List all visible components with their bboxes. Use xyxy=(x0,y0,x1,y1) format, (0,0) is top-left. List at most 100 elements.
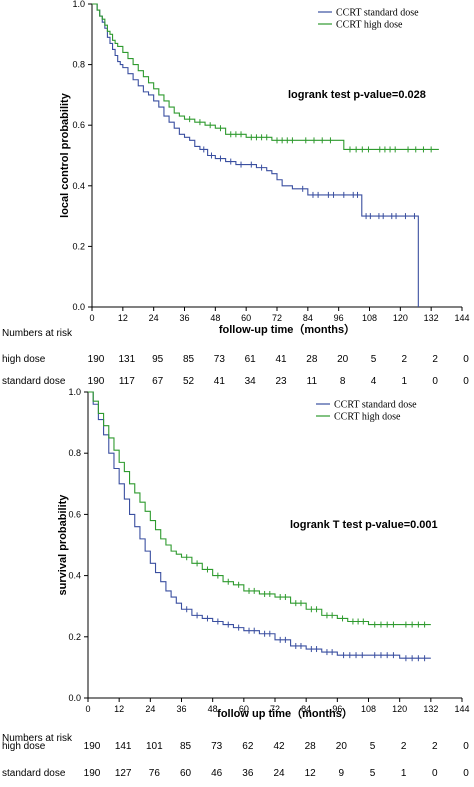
risk-value: 34 xyxy=(245,376,257,387)
x-tick-label: 96 xyxy=(332,704,342,714)
x-tick-label: 120 xyxy=(392,704,407,714)
km-chart-1: 0.00.20.40.60.81.00 12 24 36 48 60 72 84 96 108 12… xyxy=(2,0,470,387)
risk-value: 20 xyxy=(336,741,348,752)
risk-value: 8 xyxy=(340,376,346,387)
risk-value: 28 xyxy=(305,741,317,752)
x-tick-label: 48 xyxy=(208,704,218,714)
x-tick-label: 96 xyxy=(334,313,344,323)
risk-value: 2 xyxy=(432,741,438,752)
y-tick-label: 0.2 xyxy=(68,632,81,642)
x-tick-label: 0 xyxy=(85,704,90,714)
x-tick-label: 60 xyxy=(241,313,251,323)
pvalue-annotation: logrank T test p-value=0.001 xyxy=(290,519,438,531)
x-axis-label: follow up time（months） xyxy=(217,707,353,720)
risk-value: 41 xyxy=(214,376,226,387)
y-tick-label: 0.8 xyxy=(72,60,85,70)
risk-value: 12 xyxy=(305,768,317,779)
risk-value: 1 xyxy=(401,768,407,779)
risk-value: 5 xyxy=(370,741,376,752)
numbers-at-risk-title: Numbers at risk xyxy=(2,328,73,339)
numbers-at-risk-title: Numbers at risk xyxy=(2,733,73,744)
risk-value: 141 xyxy=(115,741,132,752)
y-tick-label: 0.0 xyxy=(68,693,81,703)
risk-value: 76 xyxy=(149,768,161,779)
y-tick-label: 0.6 xyxy=(68,509,81,519)
risk-value: 2 xyxy=(432,354,438,365)
risk-value: 41 xyxy=(275,354,287,365)
risk-value: 131 xyxy=(118,354,135,365)
risk-value: 190 xyxy=(84,741,101,752)
risk-value: 2 xyxy=(402,354,408,365)
risk-row-label: standard dose xyxy=(2,768,66,779)
y-tick-label: 0.8 xyxy=(68,448,81,458)
x-tick-label: 108 xyxy=(361,704,376,714)
risk-value: 0 xyxy=(463,768,469,779)
risk-value: 60 xyxy=(180,768,192,779)
risk-value: 0 xyxy=(463,354,469,365)
risk-row-label: high dose xyxy=(2,741,46,752)
risk-value: 5 xyxy=(371,354,377,365)
x-tick-label: 0 xyxy=(89,313,94,323)
y-tick-label: 0.4 xyxy=(72,181,85,191)
y-tick-label: 0.6 xyxy=(72,120,85,130)
x-tick-label: 36 xyxy=(176,704,186,714)
risk-value: 0 xyxy=(432,768,438,779)
x-tick-label: 132 xyxy=(424,313,439,323)
risk-value: 127 xyxy=(115,768,132,779)
y-tick-label: 1.0 xyxy=(72,0,85,9)
risk-value: 11 xyxy=(307,376,318,387)
risk-value: 0 xyxy=(463,741,469,752)
risk-value: 20 xyxy=(337,354,349,365)
risk-value: 42 xyxy=(273,741,285,752)
legend-label: CCRT standard dose xyxy=(336,8,419,19)
x-axis-label: follow-up time（months） xyxy=(219,323,355,336)
x-tick-label: 120 xyxy=(393,313,408,323)
y-tick-label: 0.2 xyxy=(72,241,85,251)
x-tick-label: 12 xyxy=(118,313,128,323)
risk-value: 73 xyxy=(214,354,226,365)
y-axis-label: survival probability xyxy=(57,494,69,596)
risk-value: 36 xyxy=(242,768,254,779)
risk-value: 2 xyxy=(401,741,407,752)
risk-value: 117 xyxy=(119,376,135,387)
x-tick-label: 12 xyxy=(114,704,124,714)
risk-value: 4 xyxy=(371,376,377,387)
x-tick-label: 60 xyxy=(239,704,249,714)
legend-label: CCRT high dose xyxy=(334,412,401,423)
risk-value: 95 xyxy=(152,354,164,365)
x-tick-label: 84 xyxy=(301,704,311,714)
risk-value: 23 xyxy=(275,376,287,387)
risk-value: 46 xyxy=(211,768,223,779)
risk-value: 67 xyxy=(152,376,164,387)
risk-value: 9 xyxy=(339,768,345,779)
risk-value: 190 xyxy=(88,354,105,365)
x-tick-label: 24 xyxy=(149,313,159,323)
legend-background xyxy=(318,4,436,34)
risk-value: 73 xyxy=(211,741,223,752)
x-tick-label: 48 xyxy=(210,313,220,323)
x-tick-label: 144 xyxy=(454,313,469,323)
risk-value: 28 xyxy=(306,354,318,365)
risk-value: 0 xyxy=(463,376,469,387)
x-tick-label: 132 xyxy=(423,704,438,714)
risk-value: 190 xyxy=(84,768,101,779)
x-tick-label: 72 xyxy=(272,313,282,323)
legend-background xyxy=(316,396,434,426)
series-line-high-dose xyxy=(88,391,431,626)
risk-value: 101 xyxy=(146,741,163,752)
x-tick-label: 144 xyxy=(454,704,469,714)
y-axis-label: local control probability xyxy=(59,92,71,218)
x-tick-label: 72 xyxy=(270,704,280,714)
risk-value: 1 xyxy=(402,376,408,387)
y-tick-label: 1.0 xyxy=(68,387,81,397)
series-line-standard-dose xyxy=(88,391,431,659)
risk-value: 52 xyxy=(183,376,195,387)
x-tick-label: 36 xyxy=(179,313,189,323)
risk-value: 61 xyxy=(245,354,257,365)
risk-value: 5 xyxy=(370,768,376,779)
risk-value: 190 xyxy=(88,376,105,387)
risk-value: 85 xyxy=(183,354,195,365)
